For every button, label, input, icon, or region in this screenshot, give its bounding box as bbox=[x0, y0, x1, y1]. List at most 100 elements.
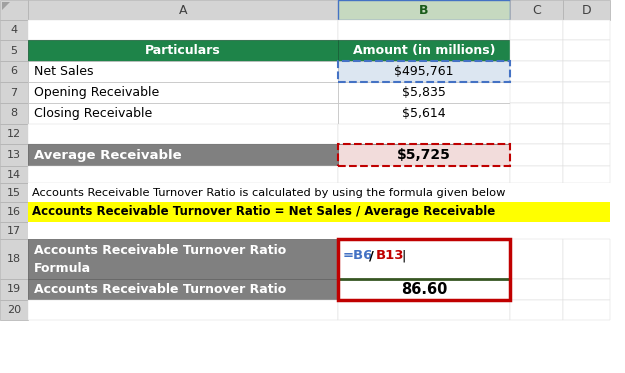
Bar bbox=[28, 183, 610, 202]
Bar bbox=[28, 144, 338, 166]
Bar bbox=[510, 300, 563, 320]
Bar bbox=[338, 103, 510, 124]
Text: |: | bbox=[401, 249, 406, 262]
Bar bbox=[510, 124, 563, 144]
Bar bbox=[28, 239, 338, 279]
Bar bbox=[510, 103, 563, 124]
Bar bbox=[0, 82, 28, 103]
Text: 19: 19 bbox=[7, 285, 21, 295]
Bar bbox=[338, 279, 510, 300]
Bar bbox=[338, 124, 510, 144]
Bar bbox=[563, 103, 610, 124]
Text: /: / bbox=[369, 249, 374, 262]
Bar bbox=[0, 279, 28, 300]
Text: $5,614: $5,614 bbox=[402, 107, 446, 120]
Text: Net Sales: Net Sales bbox=[34, 65, 94, 78]
Text: C: C bbox=[532, 3, 541, 16]
Bar bbox=[563, 40, 610, 61]
Text: Accounts Receivable Turnover Ratio is calculated by using the formula given belo: Accounts Receivable Turnover Ratio is ca… bbox=[32, 188, 506, 197]
Bar bbox=[338, 61, 510, 82]
Bar bbox=[338, 144, 510, 166]
Bar bbox=[0, 40, 28, 61]
Text: Closing Receivable: Closing Receivable bbox=[34, 107, 152, 120]
Bar bbox=[28, 124, 338, 144]
Bar bbox=[28, 82, 338, 103]
Bar bbox=[0, 183, 28, 202]
Bar bbox=[28, 0, 338, 20]
Bar bbox=[338, 82, 510, 103]
Text: 12: 12 bbox=[7, 129, 21, 139]
Text: Amount (in millions): Amount (in millions) bbox=[352, 44, 495, 57]
Text: Particulars: Particulars bbox=[145, 44, 221, 57]
Bar bbox=[510, 144, 563, 166]
Bar bbox=[510, 166, 563, 183]
Text: D: D bbox=[582, 3, 591, 16]
Text: 15: 15 bbox=[7, 188, 21, 197]
Bar bbox=[563, 0, 610, 20]
Text: 5: 5 bbox=[11, 46, 18, 56]
Bar bbox=[563, 300, 610, 320]
Bar bbox=[563, 61, 610, 82]
Bar bbox=[0, 0, 28, 20]
Text: =B6: =B6 bbox=[343, 249, 373, 262]
Text: A: A bbox=[179, 3, 187, 16]
Bar bbox=[0, 61, 28, 82]
Bar bbox=[28, 202, 610, 222]
Text: 17: 17 bbox=[7, 226, 21, 235]
Bar bbox=[28, 279, 338, 300]
Bar bbox=[563, 279, 610, 300]
Bar bbox=[0, 20, 28, 40]
Bar bbox=[510, 0, 563, 20]
Bar bbox=[563, 239, 610, 279]
Bar bbox=[338, 20, 510, 40]
Bar bbox=[0, 144, 28, 166]
Bar bbox=[338, 239, 510, 300]
Text: 20: 20 bbox=[7, 305, 21, 315]
Text: 16: 16 bbox=[7, 207, 21, 217]
Bar bbox=[0, 239, 28, 279]
Text: 6: 6 bbox=[11, 66, 18, 76]
Bar bbox=[563, 20, 610, 40]
Bar bbox=[0, 202, 28, 222]
Text: 7: 7 bbox=[11, 88, 18, 97]
Bar bbox=[510, 239, 563, 279]
Bar bbox=[510, 222, 563, 239]
Bar bbox=[338, 0, 510, 20]
Bar bbox=[563, 166, 610, 183]
Bar bbox=[28, 222, 338, 239]
Bar bbox=[28, 103, 338, 124]
Bar bbox=[338, 239, 510, 279]
Text: B13: B13 bbox=[376, 249, 404, 262]
Bar bbox=[510, 279, 563, 300]
Bar bbox=[563, 82, 610, 103]
Text: B: B bbox=[419, 3, 429, 16]
Bar bbox=[338, 40, 510, 61]
Text: 86.60: 86.60 bbox=[401, 282, 448, 297]
Bar bbox=[510, 61, 563, 82]
Text: $5,725: $5,725 bbox=[397, 148, 451, 162]
Bar bbox=[338, 300, 510, 320]
Bar bbox=[338, 166, 510, 183]
Bar bbox=[28, 61, 338, 82]
Text: 8: 8 bbox=[11, 109, 18, 119]
Bar bbox=[28, 40, 338, 61]
Text: 18: 18 bbox=[7, 254, 21, 264]
Bar bbox=[510, 82, 563, 103]
Text: Average Receivable: Average Receivable bbox=[34, 148, 182, 162]
Bar bbox=[338, 144, 510, 166]
Bar bbox=[338, 222, 510, 239]
Bar bbox=[0, 124, 28, 144]
Bar bbox=[0, 103, 28, 124]
Text: 13: 13 bbox=[7, 150, 21, 160]
Bar bbox=[510, 20, 563, 40]
Bar bbox=[563, 222, 610, 239]
Bar bbox=[28, 166, 338, 183]
Bar bbox=[28, 20, 338, 40]
Bar bbox=[28, 300, 338, 320]
Bar bbox=[563, 144, 610, 166]
Bar bbox=[0, 166, 28, 183]
Bar bbox=[0, 222, 28, 239]
Bar bbox=[510, 40, 563, 61]
Text: 14: 14 bbox=[7, 169, 21, 179]
Text: $5,835: $5,835 bbox=[402, 86, 446, 99]
